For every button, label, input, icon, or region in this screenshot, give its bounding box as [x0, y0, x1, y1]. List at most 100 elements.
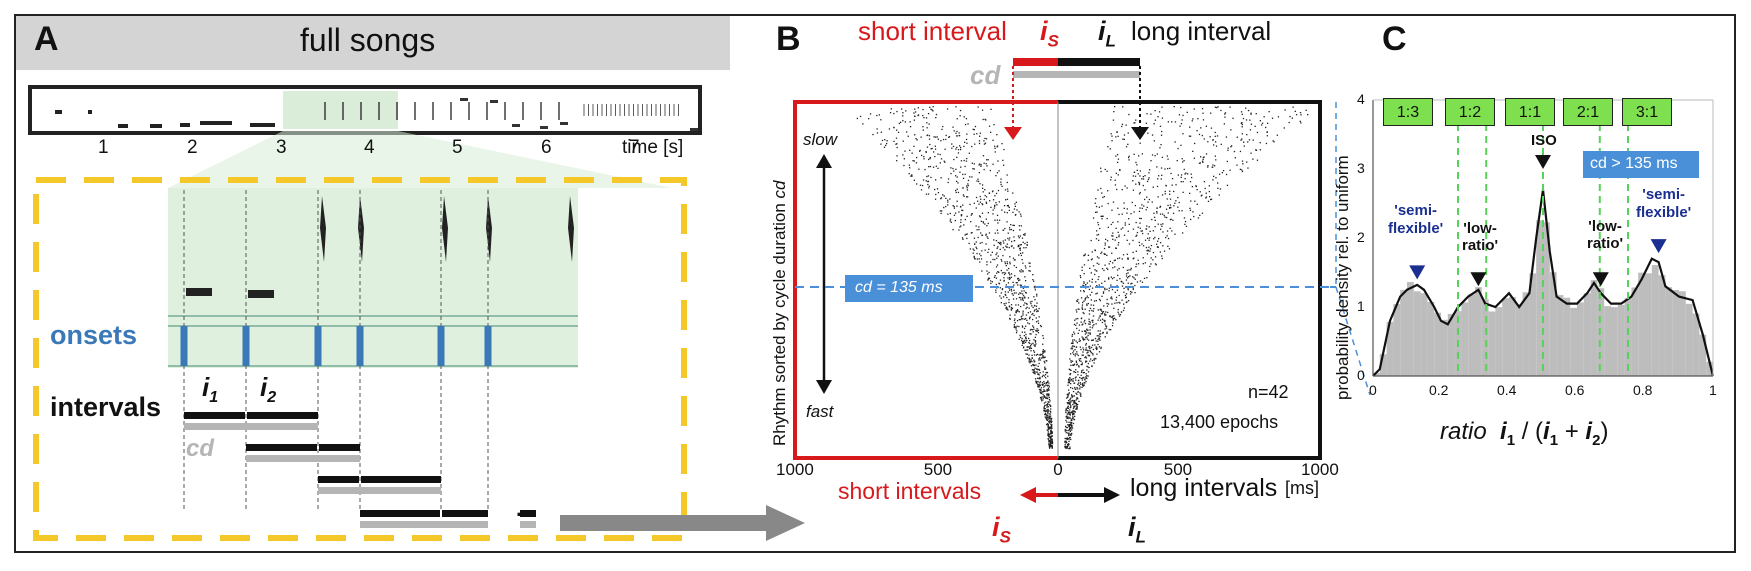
c-y-tick-label: 3 — [1357, 160, 1365, 176]
scatter-point — [1013, 326, 1015, 329]
scatter-point — [1212, 139, 1214, 141]
scatter-point — [1100, 313, 1102, 315]
scatter-point — [1014, 203, 1016, 205]
scatter-point — [1150, 263, 1152, 265]
scatter-point — [921, 154, 923, 157]
scatter-point — [973, 237, 976, 239]
scatter-point — [1103, 319, 1105, 321]
scatter-point — [1050, 438, 1052, 440]
scatter-point — [920, 136, 922, 138]
scatter-point — [1006, 246, 1008, 248]
scatter-point — [1016, 330, 1018, 332]
scatter-point — [976, 180, 978, 182]
scatter-point — [1085, 344, 1087, 346]
scatter-point — [1082, 338, 1084, 340]
scatter-point — [1050, 423, 1052, 425]
scatter-point — [923, 156, 925, 158]
scatter-point — [1027, 322, 1029, 324]
scatter-point — [1203, 181, 1206, 183]
scatter-point — [1069, 402, 1071, 405]
scatter-point — [1050, 405, 1052, 408]
scatter-point — [1180, 181, 1182, 183]
scatter-point — [1247, 141, 1249, 143]
scatter-point — [1103, 253, 1105, 255]
scatter-point — [1032, 331, 1034, 333]
scatter-point — [1034, 305, 1036, 307]
scatter-point — [1132, 189, 1135, 191]
scatter-point — [1240, 111, 1243, 113]
scatter-point — [934, 155, 936, 158]
scatter-point — [1132, 251, 1134, 254]
scatter-point — [1067, 424, 1069, 426]
scatter-point — [995, 266, 998, 268]
scatter-point — [1095, 205, 1098, 208]
scatter-point — [1015, 282, 1017, 284]
scatter-point — [963, 224, 965, 226]
scatter-point — [1071, 394, 1073, 396]
scatter-point — [1068, 421, 1070, 423]
scatter-point — [926, 134, 928, 137]
scatter-point — [1118, 257, 1121, 259]
scatter-point — [960, 221, 962, 223]
scatter-point — [1003, 303, 1005, 305]
scatter-point — [952, 229, 954, 231]
scatter-point — [1084, 319, 1086, 322]
cd-condition-box — [1583, 151, 1699, 178]
scatter-point — [1093, 358, 1095, 360]
scatter-point — [1151, 134, 1154, 136]
scatter-point — [1097, 330, 1099, 332]
scatter-point — [970, 232, 972, 234]
short-intervals-label: short intervals — [838, 478, 982, 504]
scatter-point — [1067, 443, 1069, 446]
scatter-point — [970, 221, 972, 223]
scatter-point — [1159, 251, 1161, 253]
scatter-point — [1183, 160, 1185, 162]
scatter-point — [1022, 241, 1024, 243]
scatter-point — [1125, 296, 1127, 298]
scatter-point — [1034, 287, 1036, 289]
scatter-point — [1099, 227, 1101, 230]
scatter-point — [1030, 365, 1033, 367]
scatter-point — [933, 136, 935, 138]
scatter-point — [1135, 263, 1138, 265]
scatter-point — [1042, 335, 1044, 337]
scatter-point — [1098, 337, 1100, 339]
scatter-point — [1160, 167, 1163, 169]
scatter-point — [1164, 190, 1166, 193]
histogram-bar — [1577, 302, 1584, 376]
scatter-point — [897, 131, 900, 133]
scatter-point — [1022, 270, 1024, 272]
scatter-point — [1140, 230, 1142, 232]
scatter-point — [1241, 169, 1243, 171]
scatter-point — [1048, 440, 1051, 442]
scatter-point — [1084, 308, 1086, 310]
scatter-point — [1129, 275, 1131, 277]
scatter-point — [1209, 196, 1211, 198]
scatter-point — [1136, 234, 1138, 236]
scatter-point — [1000, 302, 1002, 304]
scatter-point — [1002, 159, 1004, 161]
scatter-point — [1116, 279, 1118, 281]
scatter-point — [985, 218, 987, 220]
scatter-point — [1097, 343, 1099, 346]
scatter-point — [1085, 349, 1087, 351]
scatter-point — [975, 241, 977, 243]
scatter-point — [1266, 131, 1268, 133]
scatter-point — [1097, 221, 1099, 224]
scatter-point — [1015, 298, 1018, 300]
scatter-point — [1093, 323, 1095, 326]
scatter-point — [955, 191, 957, 194]
scatter-point — [918, 168, 920, 170]
scatter-point — [994, 258, 996, 261]
scatter-point — [1300, 122, 1302, 124]
scatter-point — [1139, 142, 1141, 144]
scatter-point — [1230, 146, 1232, 148]
scatter-point — [1128, 223, 1130, 225]
scatter-point — [1150, 113, 1152, 115]
scatter-point — [1086, 377, 1088, 380]
scatter-point — [939, 210, 941, 212]
semi-flexible-left-line1: 'semi- — [1394, 202, 1438, 219]
scatter-point — [1070, 353, 1072, 355]
scatter-point — [1076, 353, 1078, 355]
scatter-point — [1040, 398, 1042, 400]
